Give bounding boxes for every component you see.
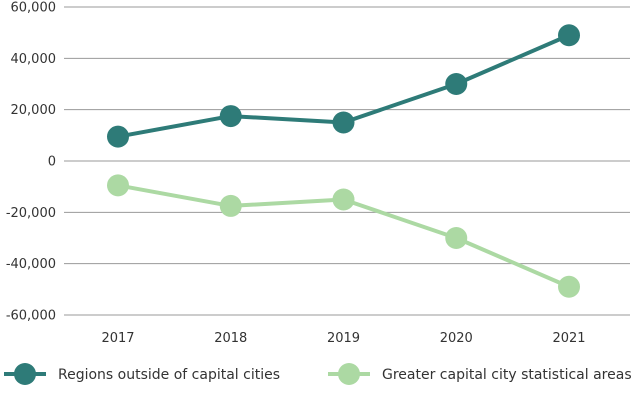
legend-label: Regions outside of capital cities — [58, 367, 280, 383]
data-point — [332, 188, 355, 211]
data-point — [332, 111, 355, 134]
x-tick-label: 2017 — [101, 331, 134, 346]
y-tick-label: 0 — [48, 155, 56, 170]
data-point — [107, 174, 129, 197]
y-axis-ticks: 60,000 40,000 20,000 0 -20,000 -40,000 -60,000 — [6, 1, 56, 324]
y-tick-label: 40,000 — [11, 52, 57, 67]
y-tick-label: 60,000 — [11, 1, 57, 16]
x-tick-label: 2021 — [552, 331, 585, 346]
y-tick-label: -60,000 — [6, 309, 56, 324]
legend-marker — [14, 363, 36, 385]
data-point — [107, 125, 129, 148]
y-tick-label: -40,000 — [6, 257, 56, 272]
gridlines — [64, 6, 630, 316]
legend-marker — [338, 363, 360, 385]
data-point — [445, 73, 468, 95]
y-tick-label: -20,000 — [6, 206, 56, 221]
x-tick-label: 2020 — [440, 331, 473, 346]
series-group — [107, 24, 580, 298]
x-axis-ticks: 2017 2018 2019 2020 2021 — [101, 331, 585, 346]
data-point — [558, 275, 580, 298]
y-tick-label: 20,000 — [11, 103, 57, 118]
data-point — [445, 227, 468, 249]
x-tick-label: 2018 — [214, 331, 247, 346]
data-point — [558, 24, 580, 47]
data-point — [219, 105, 242, 128]
legend: Regions outside of capital cities Greater… — [4, 363, 632, 385]
legend-label: Greater capital city statistical areas — [382, 367, 632, 383]
x-tick-label: 2019 — [327, 331, 360, 346]
data-point — [219, 194, 242, 217]
